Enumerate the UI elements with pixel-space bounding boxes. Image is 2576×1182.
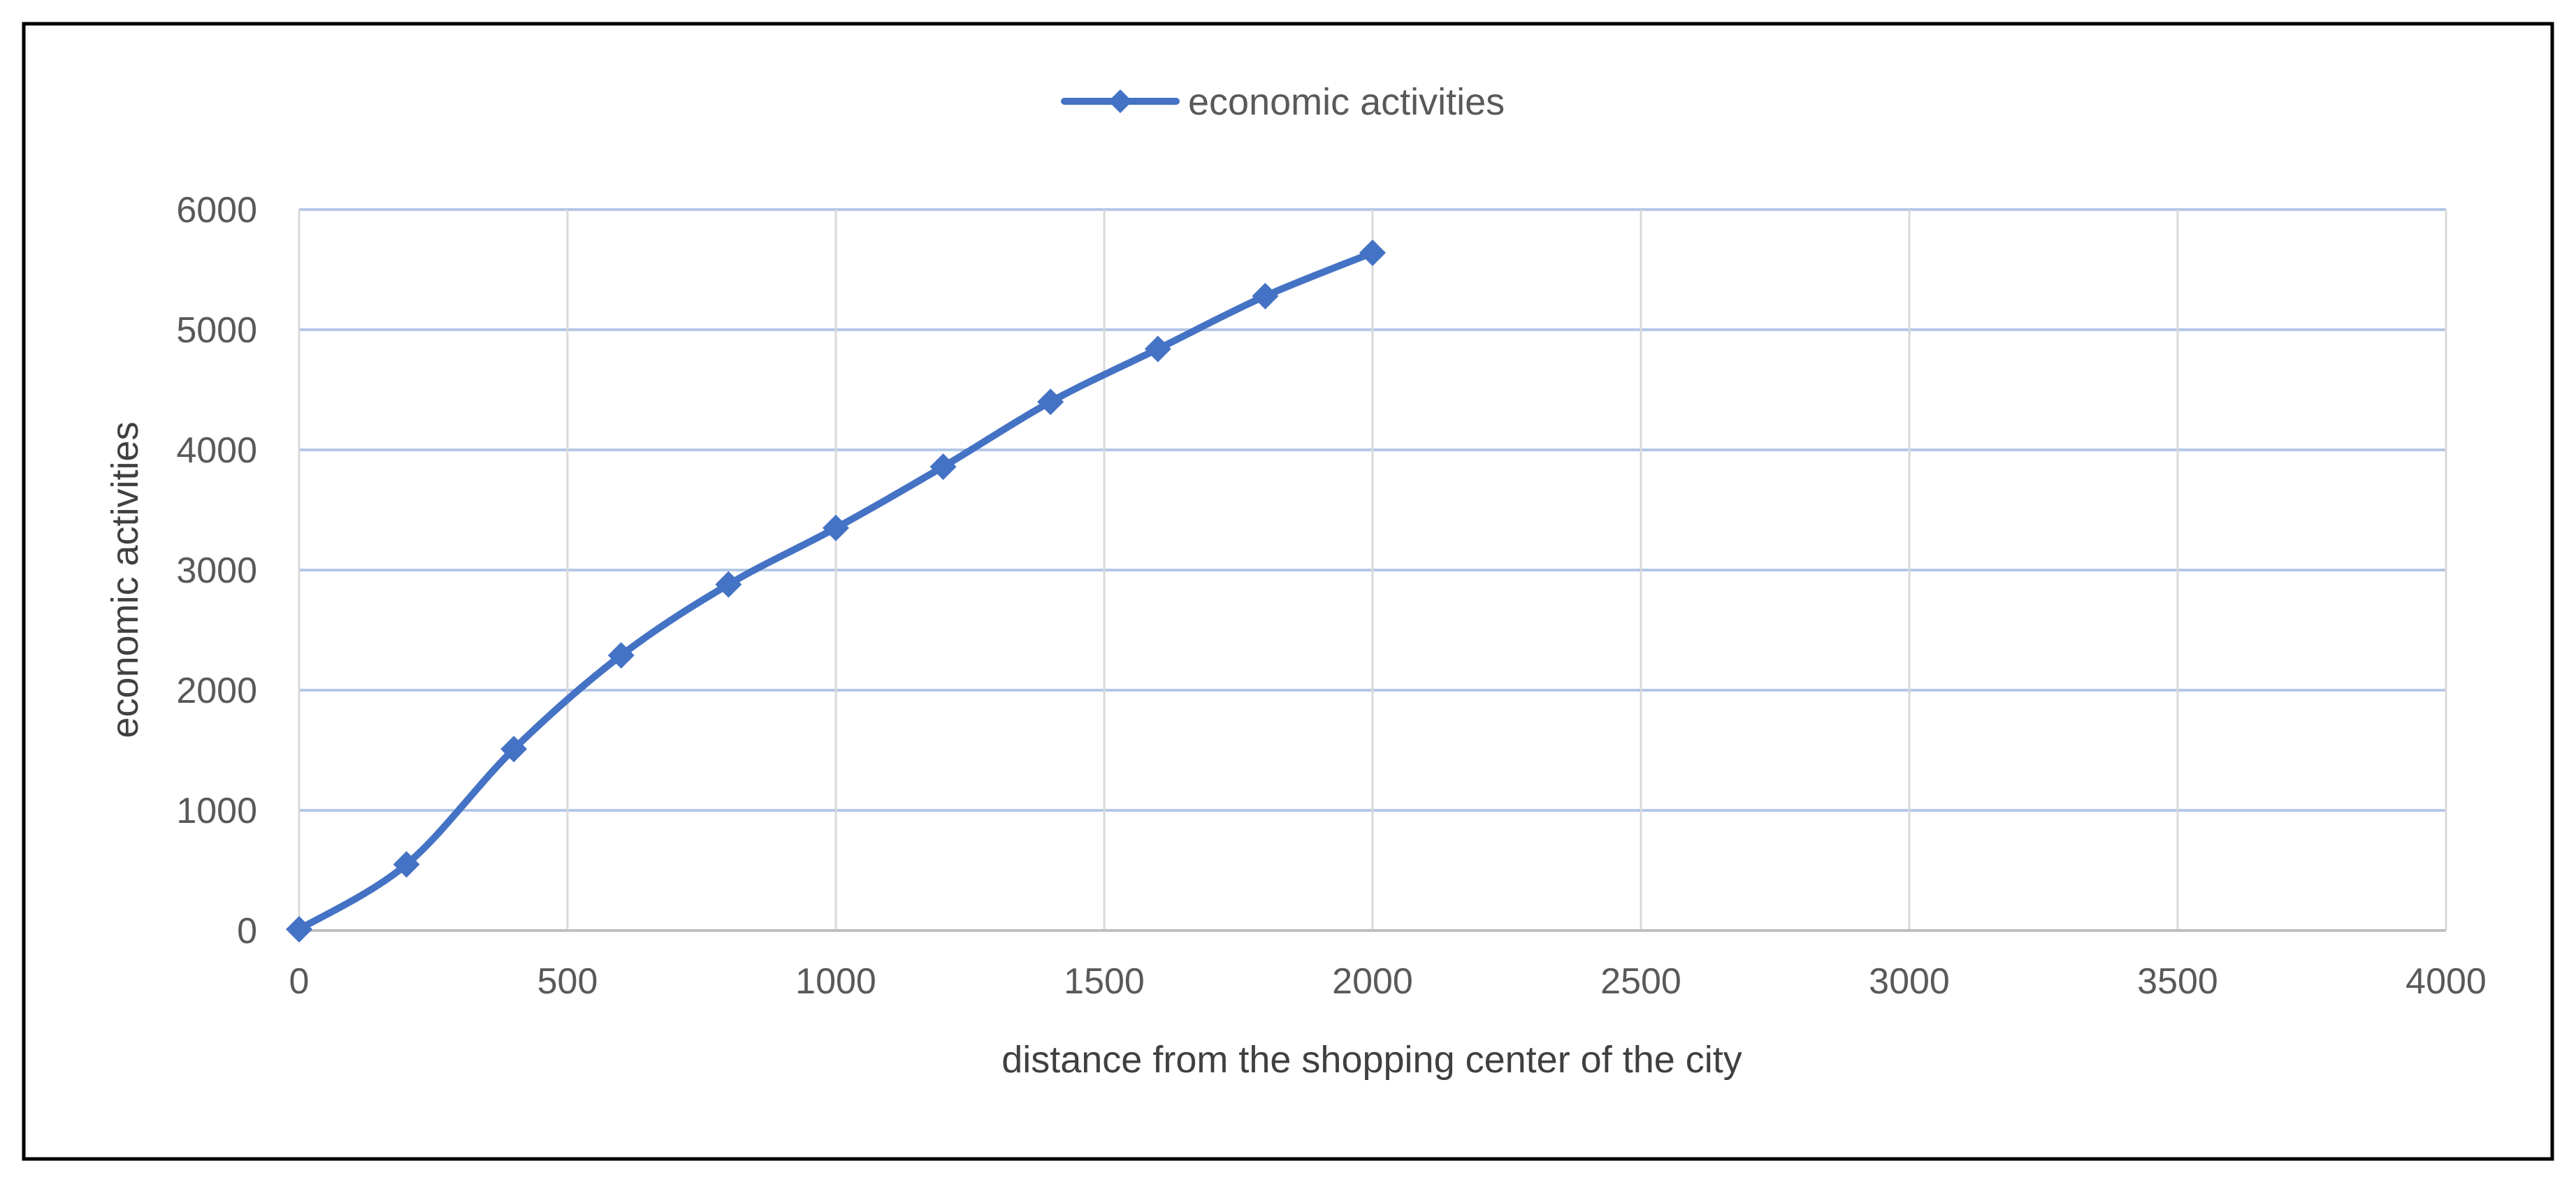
legend: economic activities: [1061, 81, 1505, 123]
y-tick-label: 4000: [176, 430, 257, 471]
y-axis-title: economic activities: [104, 421, 146, 738]
y-tick-label: 6000: [176, 190, 257, 231]
x-axis-title: distance from the shopping center of the…: [1001, 1039, 1742, 1081]
y-tick-label: 1000: [176, 791, 257, 831]
x-tick-label: 1000: [795, 961, 876, 1002]
x-tick-label: 2500: [1600, 961, 1681, 1002]
y-tick-label: 0: [237, 911, 257, 951]
x-tick-label: 1500: [1064, 961, 1145, 1002]
data-point: [1252, 282, 1279, 309]
data-point: [393, 851, 420, 878]
data-point: [607, 642, 635, 669]
series-layer: [286, 239, 1386, 943]
data-point: [1037, 388, 1064, 416]
y-tick-label: 5000: [176, 310, 257, 351]
chart-frame: [22, 22, 2554, 1161]
data-point: [715, 571, 742, 598]
y-tick-label: 2000: [176, 671, 257, 711]
y-tick-label: 3000: [176, 550, 257, 591]
x-tick-label: 3500: [2137, 961, 2218, 1002]
x-tick-label: 0: [289, 961, 310, 1002]
x-tick-label: 2000: [1332, 961, 1413, 1002]
data-point: [929, 453, 957, 481]
x-tick-label: 4000: [2405, 961, 2487, 1002]
data-point: [823, 514, 849, 541]
gridlines: [298, 208, 2447, 931]
x-tick-label: 500: [537, 961, 598, 1002]
legend-marker-diamond: [1108, 89, 1132, 113]
x-tick-label: 3000: [1869, 961, 1950, 1002]
data-point: [286, 916, 312, 943]
data-point: [1359, 239, 1386, 266]
tick-labels: 0 1000 2000 3000 4000 5000 6000 0 500 1000 1500 200…: [176, 190, 2487, 1002]
data-point: [1144, 335, 1171, 363]
legend-label: economic activities: [1188, 81, 1505, 123]
data-point: [500, 736, 528, 763]
